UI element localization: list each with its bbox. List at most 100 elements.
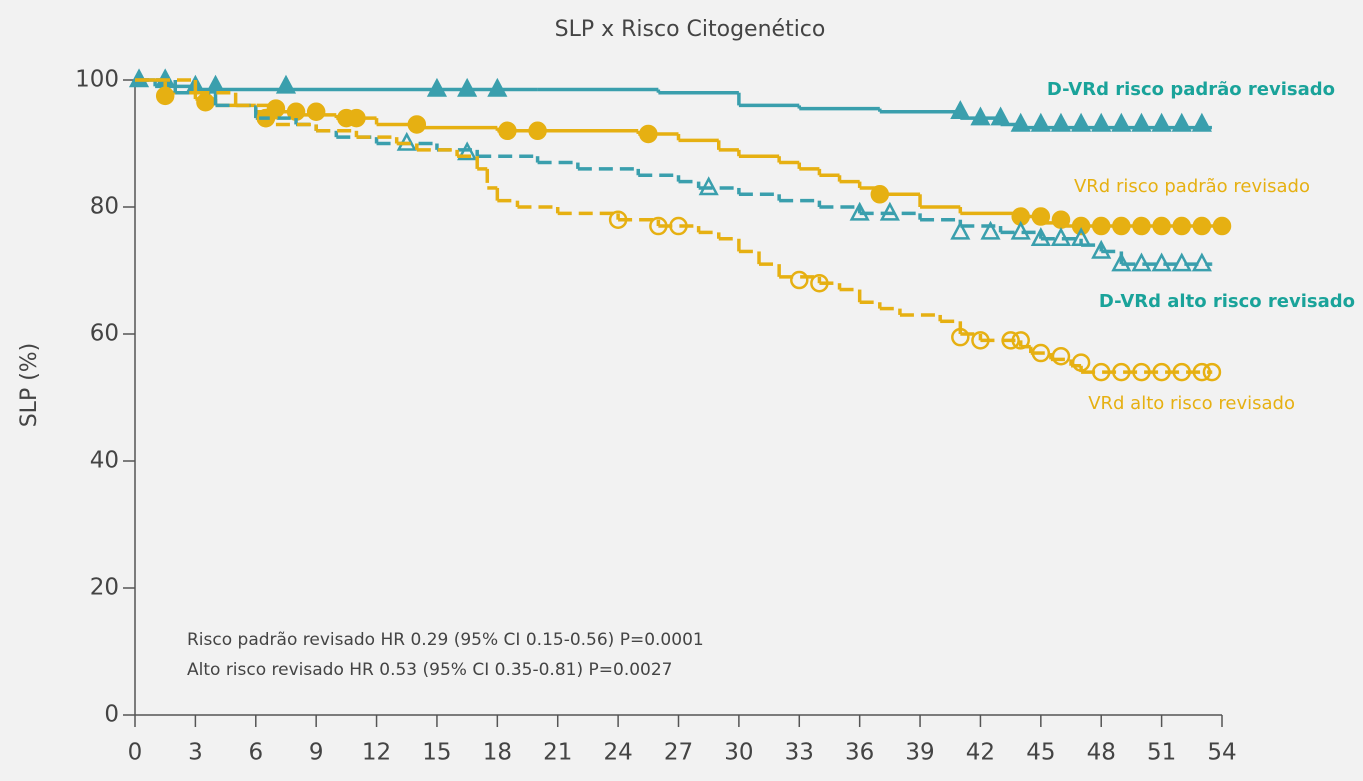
x-tick-label: 54 <box>1207 740 1236 766</box>
series-label: VRd risco padrão revisado <box>1074 176 1310 197</box>
series-label: D-VRd alto risco revisado <box>1099 291 1355 312</box>
censor-marker <box>1112 216 1131 236</box>
x-tick-label: 3 <box>188 740 203 766</box>
x-tick-label: 30 <box>724 740 753 766</box>
censor-marker <box>951 327 970 347</box>
x-tick-label: 24 <box>603 740 632 766</box>
x-tick-label: 42 <box>966 740 995 766</box>
censor-marker <box>457 77 478 97</box>
censor-marker <box>1151 112 1172 132</box>
censor-marker <box>1091 112 1112 132</box>
censor-marker <box>256 108 276 128</box>
censor-marker <box>970 106 991 126</box>
censor-marker <box>1192 362 1212 382</box>
censor-marker <box>1091 362 1111 382</box>
censor-marker <box>1202 362 1222 382</box>
censor-marker <box>1010 112 1031 132</box>
censor-marker <box>1171 252 1192 272</box>
censor-marker <box>457 141 478 161</box>
censor-marker <box>275 74 297 94</box>
censor-marker <box>1132 362 1151 382</box>
y-tick-label: 80 <box>90 194 119 220</box>
x-tick-label: 36 <box>845 740 874 766</box>
censor-marker <box>608 210 628 229</box>
censor-marker <box>1050 112 1072 132</box>
censor-marker <box>1152 362 1171 382</box>
y-tick-label: 100 <box>75 67 119 93</box>
x-tick-label: 9 <box>309 740 324 766</box>
x-tick-label: 21 <box>543 740 572 766</box>
annotation: Alto risco revisado HR 0.53 (95% CI 0.35… <box>187 660 673 680</box>
y-tick-label: 20 <box>90 575 119 601</box>
censor-marker <box>698 176 719 196</box>
censor-marker <box>1172 216 1191 236</box>
censor-marker <box>1071 112 1092 132</box>
censor-marker <box>849 201 870 221</box>
censor-marker <box>1010 220 1031 240</box>
censor-marker <box>426 77 448 97</box>
censor-marker <box>1051 346 1071 366</box>
x-tick-label: 6 <box>248 740 263 766</box>
y-tick-label: 40 <box>90 448 119 474</box>
x-tick-label: 48 <box>1087 740 1116 766</box>
censor-marker <box>971 331 990 350</box>
censor-marker <box>487 77 508 97</box>
censor-marker <box>196 92 215 112</box>
annotation: Risco padrão revisado HR 0.29 (95% CI 0.… <box>187 630 704 650</box>
censor-marker <box>870 185 890 204</box>
censor-marker <box>407 115 427 134</box>
censor-marker <box>1171 112 1192 132</box>
censor-marker <box>1111 252 1132 272</box>
censor-marker <box>1212 216 1232 236</box>
x-tick-label: 12 <box>362 740 391 766</box>
censor-marker <box>1111 112 1132 132</box>
x-tick-label: 0 <box>128 740 143 766</box>
censor-marker <box>790 270 809 290</box>
x-tick-label: 27 <box>664 740 693 766</box>
censor-marker <box>1132 216 1151 236</box>
censor-marker <box>669 216 688 236</box>
censor-marker <box>1030 227 1051 246</box>
censor-marker <box>205 74 226 94</box>
censor-marker <box>1031 343 1051 363</box>
series-label: VRd alto risco revisado <box>1088 393 1295 414</box>
censor-marker <box>1051 210 1071 229</box>
censor-marker <box>1011 331 1030 350</box>
censor-marker <box>1091 239 1112 259</box>
censor-marker <box>1131 252 1152 272</box>
censor-marker <box>1001 331 1020 350</box>
censor-marker <box>1152 216 1171 236</box>
censor-marker <box>1071 216 1091 236</box>
censor-marker <box>155 86 175 106</box>
censor-marker <box>498 121 517 141</box>
censor-marker <box>1131 112 1152 132</box>
x-tick-label: 18 <box>483 740 512 766</box>
censor-marker <box>1071 227 1092 246</box>
censor-marker <box>649 216 668 236</box>
censor-marker <box>1091 216 1111 236</box>
x-tick-label: 15 <box>422 740 451 766</box>
x-tick-label: 51 <box>1147 740 1176 766</box>
censor-marker <box>347 108 366 128</box>
y-tick-label: 0 <box>104 702 119 728</box>
censor-marker <box>879 201 900 221</box>
series-label: D-VRd risco padrão revisado <box>1047 79 1335 100</box>
x-tick-label: 33 <box>785 740 814 766</box>
censor-marker <box>1172 362 1191 382</box>
censor-marker <box>1112 362 1131 382</box>
censor-marker <box>810 273 829 293</box>
censor-marker <box>1191 252 1212 272</box>
censor-marker <box>639 124 658 144</box>
censor-marker <box>1031 207 1051 226</box>
chart-title: SLP x Risco Citogenético <box>555 17 826 42</box>
censor-marker <box>950 220 971 240</box>
censor-marker <box>1192 216 1212 236</box>
y-tick-label: 60 <box>90 321 119 347</box>
x-tick-label: 39 <box>905 740 934 766</box>
censor-marker <box>990 106 1011 126</box>
censor-marker <box>306 102 326 121</box>
censor-marker <box>1071 353 1091 372</box>
censor-marker <box>980 220 1001 240</box>
censor-marker <box>1191 112 1212 132</box>
